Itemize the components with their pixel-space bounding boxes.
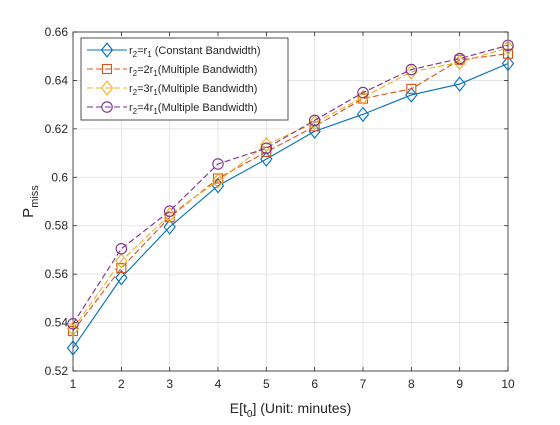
data-point [260,136,273,153]
y-tick-label: 0.64 [45,73,69,87]
y-tick-label: 0.58 [45,219,69,233]
data-point [405,63,418,76]
x-tick-label: 5 [263,377,270,391]
x-tick-label: 1 [70,377,77,391]
axes-box [72,31,509,372]
x-tick-label: 10 [501,377,515,391]
data-point [163,219,176,235]
data-point [163,205,176,217]
legend-item: r2=3r1(Multiple Bandwidth) [87,80,257,97]
legend-item: r2=4r1(Multiple Bandwidth) [87,101,257,116]
x-tick-label: 9 [456,377,463,391]
x-tick-label: 6 [311,377,318,391]
legend-label: r2=2r1(Multiple Bandwidth) [129,64,257,78]
data-point [502,39,514,52]
data-point [309,121,320,132]
data-point [453,76,466,92]
data-point [501,55,515,72]
data-point [163,207,176,223]
x-tick-label: 7 [360,377,367,391]
x-tick-label: 4 [215,377,222,391]
data-point [357,86,369,99]
data-point [453,52,466,65]
data-point [356,106,370,123]
legend: r2=r1 (Constant Bandwidth) r2=2r1(Multipl… [80,37,289,121]
x-tick-label: 8 [408,377,415,391]
y-tick-label: 0.56 [45,267,69,281]
data-point [501,39,515,56]
legend-label: r2=3r1(Multiple Bandwidth) [129,83,257,97]
series-line [72,53,509,332]
series-line [72,62,509,349]
data-point [212,158,224,170]
data-point [406,83,417,94]
x-axis-label: E[t0] (Unit: minutes) [230,400,352,420]
legend-box [80,37,289,121]
data-point [66,340,80,356]
y-tick-label: 0.66 [45,25,69,39]
legend-item: r2=2r1(Multiple Bandwidth) [87,63,257,78]
y-tick-label: 0.6 [51,170,68,184]
y-tick-label: 0.52 [45,364,69,378]
data-point [211,173,225,189]
data-point [308,115,321,131]
data-point [405,64,418,80]
legend-marker [101,63,113,75]
data-point [308,123,321,140]
series-line [72,44,509,325]
x-tick-label: 2 [118,377,125,391]
data-point [260,142,273,154]
data-point [115,253,128,269]
data-point [356,89,370,106]
data-point [308,114,321,127]
legend-marker [101,101,113,113]
data-point [116,263,127,274]
y-axis-label: Pmiss [20,185,41,218]
legend-label: r2=r1 (Constant Bandwidth) [129,45,261,59]
legend-marker [100,42,114,58]
y-tick-label: 0.62 [45,122,69,136]
data-point [502,48,514,59]
data-point [405,87,418,103]
legend-item: r2=r1 (Constant Bandwidth) [87,42,261,59]
data-point [115,242,128,255]
x-tick-label: 3 [166,377,173,391]
data-point [261,146,272,157]
data-point [67,318,79,330]
y-tick-label: 0.54 [45,316,69,330]
legend-label: r2=4r1(Multiple Bandwidth) [129,102,257,116]
data-point [66,320,80,337]
data-point [115,270,128,286]
series-4 [67,39,514,330]
legend-marker [100,80,114,96]
